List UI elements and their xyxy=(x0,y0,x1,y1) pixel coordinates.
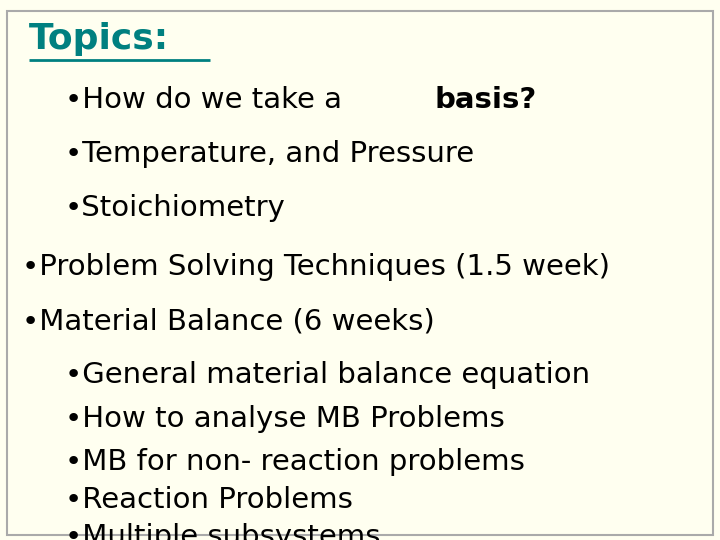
Text: •Multiple subsystems: •Multiple subsystems xyxy=(65,523,380,540)
Text: basis?: basis? xyxy=(434,86,536,114)
Text: •MB for non- reaction problems: •MB for non- reaction problems xyxy=(65,448,525,476)
Text: •Temperature, and Pressure: •Temperature, and Pressure xyxy=(65,140,474,168)
Text: •How to analyse MB Problems: •How to analyse MB Problems xyxy=(65,404,505,433)
Text: •Stoichiometry: •Stoichiometry xyxy=(65,194,286,222)
Text: •How do we take a: •How do we take a xyxy=(65,86,351,114)
Text: •Problem Solving Techniques (1.5 week): •Problem Solving Techniques (1.5 week) xyxy=(22,253,610,281)
Text: •General material balance equation: •General material balance equation xyxy=(65,361,590,389)
Text: •Material Balance (6 weeks): •Material Balance (6 weeks) xyxy=(22,307,434,335)
Text: •Reaction Problems: •Reaction Problems xyxy=(65,485,353,514)
Text: Topics:: Topics: xyxy=(29,22,169,56)
FancyBboxPatch shape xyxy=(7,11,713,535)
